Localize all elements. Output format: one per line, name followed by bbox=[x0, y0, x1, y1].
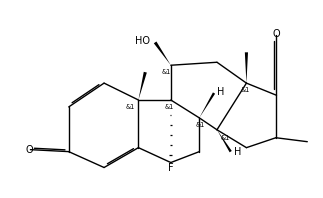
Text: &1: &1 bbox=[221, 135, 230, 141]
Text: O: O bbox=[25, 145, 33, 155]
Text: O: O bbox=[272, 29, 280, 39]
Text: &1: &1 bbox=[165, 104, 174, 110]
Text: &1: &1 bbox=[162, 69, 171, 75]
Text: &1: &1 bbox=[126, 104, 135, 110]
Text: F: F bbox=[168, 163, 174, 173]
Polygon shape bbox=[217, 130, 232, 152]
Polygon shape bbox=[199, 92, 215, 118]
Text: &1: &1 bbox=[241, 87, 250, 93]
Polygon shape bbox=[245, 52, 248, 83]
Polygon shape bbox=[154, 42, 171, 65]
Text: H: H bbox=[217, 87, 224, 97]
Text: &1: &1 bbox=[195, 122, 205, 128]
Text: HO: HO bbox=[135, 36, 151, 46]
Polygon shape bbox=[139, 72, 147, 100]
Text: H: H bbox=[234, 147, 241, 157]
